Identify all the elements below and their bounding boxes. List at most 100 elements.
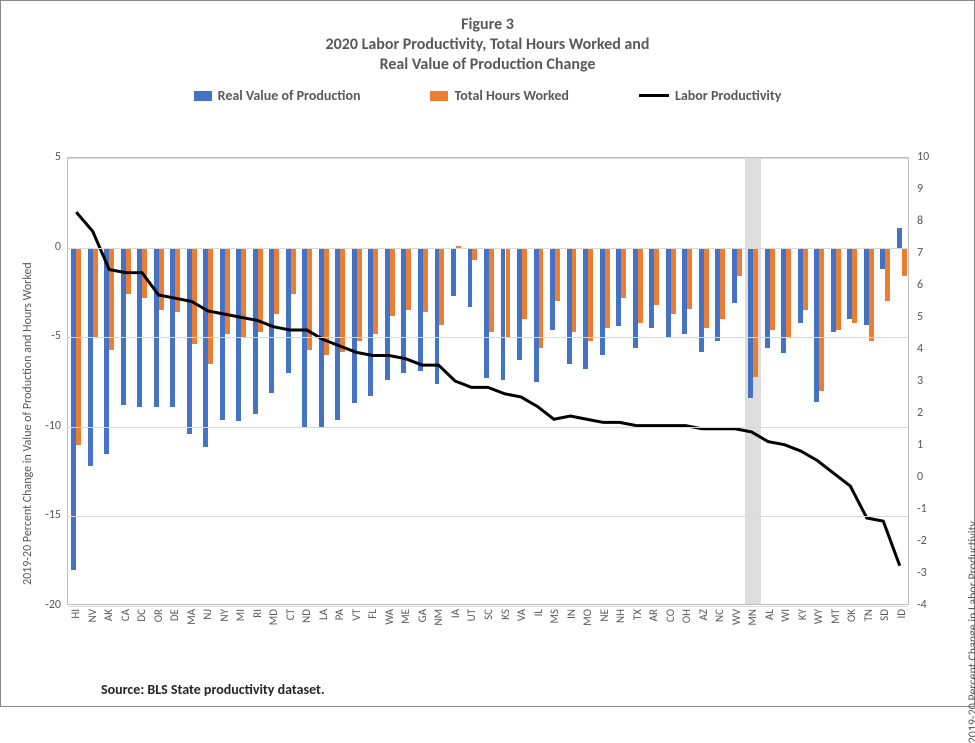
x-category-label: ME <box>399 609 412 624</box>
legend-label: Real Value of Production <box>218 87 361 104</box>
bar-real-value <box>170 248 175 407</box>
labor-productivity-line <box>76 212 900 566</box>
bar-total-hours <box>241 248 246 338</box>
x-category-label: MS <box>548 609 561 623</box>
x-category-label: NM <box>432 609 445 626</box>
x-category-label: CO <box>664 609 677 622</box>
bar-real-value <box>715 248 720 341</box>
bar-total-hours <box>489 248 494 332</box>
bar-total-hours <box>373 248 378 334</box>
legend-item: Labor Productivity <box>639 87 781 104</box>
legend-swatch-bar <box>194 91 212 101</box>
x-category-label: WV <box>730 609 743 625</box>
bar-real-value <box>71 248 76 571</box>
bar-total-hours <box>192 248 197 345</box>
bar-total-hours <box>588 248 593 341</box>
bar-total-hours <box>390 248 395 316</box>
y2-tick-label: 0 <box>917 470 945 484</box>
x-category-label: HI <box>69 609 82 619</box>
x-category-label: MN <box>746 609 759 626</box>
y1-tick-label: 5 <box>33 150 61 164</box>
gridline <box>68 427 908 428</box>
x-category-label: NH <box>614 609 627 623</box>
bar-real-value <box>236 248 241 422</box>
bar-real-value <box>864 248 869 325</box>
y1-tick-label: -15 <box>33 508 61 522</box>
bar-real-value <box>633 248 638 348</box>
legend: Real Value of Production Total Hours Work… <box>1 87 974 104</box>
y2-axis-title: 2019-20 Percent Change in Labor Producti… <box>966 521 975 743</box>
line-layer <box>68 158 908 604</box>
gridline <box>68 248 908 249</box>
bar-real-value <box>418 248 423 372</box>
x-category-label: GA <box>416 609 429 622</box>
x-category-label: TX <box>631 609 644 620</box>
x-category-label: SC <box>482 609 495 620</box>
bar-real-value <box>583 248 588 370</box>
y2-tick-label: 2 <box>917 406 945 420</box>
bar-real-value <box>121 248 126 406</box>
x-category-label: WY <box>812 609 825 624</box>
gridline <box>68 516 908 517</box>
bar-total-hours <box>357 248 362 341</box>
bar-total-hours <box>472 248 477 261</box>
bar-real-value <box>435 248 440 384</box>
x-category-label: NY <box>218 609 231 621</box>
bar-total-hours <box>439 248 444 325</box>
bar-total-hours <box>291 248 296 295</box>
x-category-label: AR <box>647 609 660 621</box>
bar-total-hours <box>885 248 890 302</box>
bar-total-hours <box>704 248 709 329</box>
bar-total-hours <box>274 248 279 314</box>
bar-total-hours <box>225 248 230 334</box>
x-category-label: NC <box>713 609 726 622</box>
y1-tick-label: -5 <box>33 329 61 343</box>
x-category-label: NE <box>598 609 611 621</box>
x-category-label: MD <box>267 609 280 625</box>
bar-total-hours <box>654 248 659 305</box>
bar-total-hours <box>572 248 577 332</box>
x-category-label: MO <box>581 609 594 626</box>
x-category-label: IL <box>532 609 545 616</box>
bar-real-value <box>847 248 852 320</box>
x-category-label: IN <box>565 609 578 619</box>
x-category-label: LA <box>317 609 330 620</box>
x-category-label: KS <box>499 609 512 620</box>
bar-real-value <box>616 248 621 327</box>
y2-tick-label: 8 <box>917 214 945 228</box>
x-category-label: NJ <box>201 609 214 620</box>
bar-real-value <box>682 248 687 334</box>
bar-total-hours <box>324 248 329 356</box>
legend-swatch-bar <box>430 91 448 101</box>
bar-total-hours <box>819 248 824 391</box>
bar-real-value <box>814 248 819 402</box>
bar-total-hours <box>307 248 312 350</box>
bars-layer <box>68 158 908 604</box>
y2-tick-label: -1 <box>917 502 945 516</box>
bar-total-hours <box>852 248 857 323</box>
legend-label: Total Hours Worked <box>454 87 568 104</box>
bar-real-value <box>220 248 225 420</box>
bar-real-value <box>368 248 373 397</box>
bar-total-hours <box>406 248 411 311</box>
bar-total-hours <box>258 248 263 332</box>
x-category-label: OK <box>845 609 858 622</box>
bar-total-hours <box>671 248 676 314</box>
x-category-label: SD <box>878 609 891 621</box>
bar-total-hours <box>109 248 114 350</box>
x-category-label: ND <box>300 609 313 623</box>
bar-real-value <box>88 248 93 467</box>
bar-real-value <box>269 248 274 393</box>
y2-tick-label: -3 <box>917 566 945 580</box>
bar-real-value <box>798 248 803 323</box>
x-category-label: WA <box>383 609 396 625</box>
y2-tick-label: -2 <box>917 534 945 548</box>
bar-total-hours <box>126 248 131 295</box>
bar-real-value <box>600 248 605 356</box>
bar-real-value <box>401 248 406 373</box>
bar-real-value <box>286 248 291 373</box>
bar-real-value <box>897 228 902 248</box>
y1-tick-label: -20 <box>33 598 61 612</box>
bar-total-hours <box>208 248 213 364</box>
x-category-label: UT <box>465 609 478 621</box>
